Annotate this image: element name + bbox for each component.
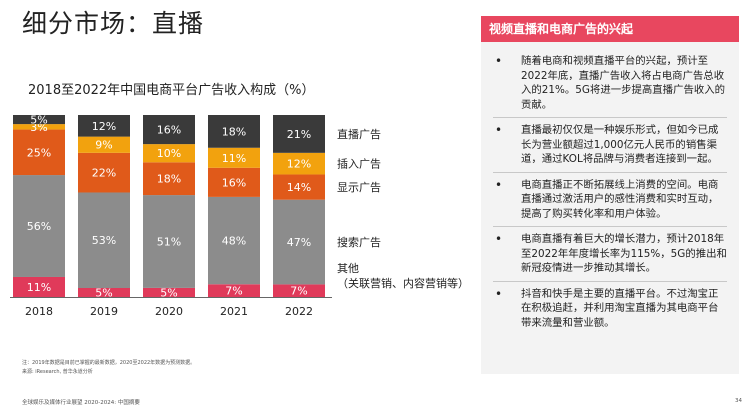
footnote-note: 注：2019年数据是目前已掌握的最新数据，2020至2022年数据为预测数据。 (22, 360, 196, 366)
data-label: 9% (95, 139, 112, 152)
data-label: 5% (95, 286, 112, 299)
bar-segment (13, 129, 65, 176)
data-label: 11% (27, 281, 51, 294)
bar-segment (143, 162, 195, 196)
data-label: 48% (222, 235, 246, 248)
bar-segment (143, 195, 195, 288)
bar-segment (273, 284, 325, 297)
legend-label: 直播广告 (337, 127, 381, 141)
data-label: 56% (27, 220, 51, 233)
legend-label: （关联营销、内容营销等） (337, 276, 469, 290)
data-label: 5% (160, 286, 177, 299)
bar-segment (13, 276, 65, 297)
bar-segment (273, 199, 325, 285)
footnote-source: 来源: iResearch, 普华永道分析 (22, 369, 93, 375)
legend-label: 搜索广告 (337, 235, 381, 249)
bar-segment (273, 152, 325, 175)
bullet-item: 抖音和快手是主要的直播平台。不过淘宝正在积极追赶，并利用淘宝直播为其电商平台带来… (481, 287, 739, 331)
page-number: 34 (735, 398, 742, 404)
divider (493, 117, 727, 118)
data-label: 22% (92, 167, 116, 180)
data-label: 53% (92, 234, 116, 247)
legend-label: 插入广告 (337, 157, 381, 171)
divider (493, 171, 727, 173)
data-label: 16% (222, 176, 246, 189)
data-label: 21% (287, 128, 311, 141)
bar-segment (78, 115, 130, 137)
bar-segment (273, 174, 325, 200)
data-label: 5% (30, 114, 47, 127)
bullet-item: 电商直播有着巨大的增长潜力，预计2018年至2022年年度增长率为115%，5G… (481, 232, 739, 276)
bar-segment (208, 167, 260, 197)
bullet-item: 电商直播正不断拓展线上消费的空间。电商直播通过激活用户的感性消费和实时互动，提高… (481, 178, 739, 222)
data-label: 18% (157, 173, 181, 186)
x-tick-label: 2020 (155, 305, 183, 318)
data-label: 10% (157, 147, 181, 160)
data-label: 11% (222, 152, 246, 165)
data-label: 7% (290, 285, 307, 298)
bar-segment (143, 115, 195, 145)
bar-segment (13, 124, 65, 130)
data-label: 47% (287, 236, 311, 249)
bar-segment (208, 284, 260, 297)
bullet-list: 随着电商和视频直播平台的兴起，预计至2022年底，直播广告收入将占电商广告总收入… (481, 54, 739, 330)
bar-segment (273, 115, 325, 153)
bar-segment (78, 136, 130, 153)
x-tick-label: 2022 (285, 305, 313, 318)
data-label: 16% (157, 124, 181, 137)
report-name: 全球娱乐及媒体行业展望 2020-2024: 中国摘要 (22, 400, 140, 406)
bar-segment (13, 115, 65, 125)
chart-title: 2018至2022年中国电商平台广告收入构成（%） (28, 83, 315, 98)
divider (493, 226, 727, 227)
data-label: 18% (222, 125, 246, 138)
bar-segment (143, 287, 195, 297)
bar-segment (78, 192, 130, 288)
x-tick-label: 2021 (220, 305, 248, 318)
bar-segment (208, 147, 260, 168)
data-label: 51% (157, 235, 181, 248)
bar-segment (208, 115, 260, 148)
x-tick-label: 2019 (90, 305, 118, 318)
data-label: 12% (92, 120, 116, 133)
insight-panel: 视频直播和电商广告的兴起 随着电商和视频直播平台的兴起，预计至2022年底，直播… (481, 16, 739, 374)
bullet-item: 直播最初仅仅是一种娱乐形式，但如今已成长为营业额超过1,000亿元人民币的销售渠… (481, 123, 739, 167)
stacked-bar-chart: 11%56%25%3%5%20185%53%22%9%12%20195%51%1… (10, 114, 469, 318)
legend-label: 显示广告 (337, 181, 381, 194)
bar-segment (143, 144, 195, 163)
data-label: 7% (225, 285, 242, 298)
bullet-item: 随着电商和视频直播平台的兴起，预计至2022年底，直播广告收入将占电商广告总收入… (481, 54, 739, 112)
divider (493, 280, 727, 282)
legend-label: 其他 (337, 262, 359, 275)
bar-segment (78, 152, 130, 193)
data-label: 25% (27, 146, 51, 159)
bar-segment (208, 196, 260, 285)
page-title: 细分市场：直播 (22, 9, 205, 38)
x-tick-label: 2018 (25, 305, 53, 318)
bar-segment (78, 287, 130, 297)
data-label: 12% (287, 158, 311, 171)
data-label: 14% (287, 181, 311, 194)
panel-heading: 视频直播和电商广告的兴起 (481, 16, 739, 42)
bar-segment (13, 175, 65, 277)
